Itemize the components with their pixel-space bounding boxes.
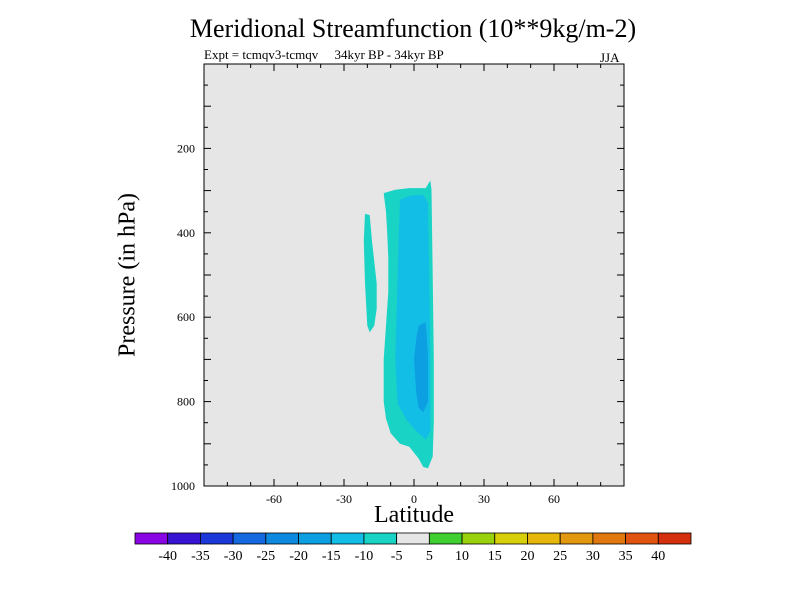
colorbar-swatch [396,532,430,545]
x-tick-label: -30 [336,492,352,506]
x-tick-label: 0 [411,492,417,506]
colorbar-label: -40 [158,549,177,564]
colorbar-swatch [592,532,626,545]
colorbar-swatch [363,532,398,545]
colorbar-label: -15 [322,549,341,564]
x-tick-label: 60 [548,492,560,506]
contour-layer [363,180,434,469]
colorbar-swatch [461,532,496,545]
contour-region-2 [363,213,377,333]
colorbar-label: 40 [651,549,665,564]
colorbar-label: 35 [619,549,633,564]
colorbar-label: -5 [391,549,403,564]
colorbar-swatch [167,532,201,545]
chart-title: Meridional Streamfunction (10**9kg/m-2) [189,14,637,43]
colorbar-swatch [527,532,561,545]
season-label: JJA [600,50,620,65]
colorbar-swatch [657,532,692,545]
colorbar-label: 10 [455,549,469,564]
colorbar-label: -10 [355,549,374,564]
colorbar-swatch [134,532,169,545]
colorbar-label: 20 [520,549,534,564]
colorbar-swatch [298,532,332,545]
colorbar-label: -35 [191,549,210,564]
colorbar-label: 15 [488,549,502,564]
colorbar-swatch [625,532,659,545]
experiment-subtitle: Expt = tcmqv3-tcmqv 34kyr BP - 34kyr BP [204,47,444,62]
colorbar-label: -25 [256,549,275,564]
y-tick-label: 600 [177,310,195,324]
y-tick-label: 800 [177,395,195,409]
x-tick-label: 30 [478,492,490,506]
colorbar-swatch [494,532,528,545]
colorbar-swatch [265,532,299,545]
colorbar-swatch [200,532,234,545]
colorbar-label: 25 [553,549,567,564]
colorbar-swatch [559,532,594,545]
y-tick-label: 200 [177,141,195,155]
x-axis-title: Latitude [374,502,454,528]
colorbar-label: -20 [289,549,308,564]
y-tick-label: 1000 [171,479,195,493]
colorbar-swatch [232,532,267,545]
colorbar-label: 30 [586,549,600,564]
y-tick-label: 400 [177,226,195,240]
colorbar: -40 -35 -30 -25 -20 -15 -10 -5 5 10 15 20 25 30 35 40 [134,532,692,564]
colorbar-label: -30 [224,549,243,564]
colorbar-label: 5 [426,549,433,564]
axis-ticks: -60 -30 0 30 60 200 400 600 800 1000 [171,63,625,506]
colorbar-swatch [330,532,365,545]
x-tick-label: -60 [266,492,282,506]
colorbar-swatch [428,532,463,545]
contour-region-4 [414,322,428,413]
